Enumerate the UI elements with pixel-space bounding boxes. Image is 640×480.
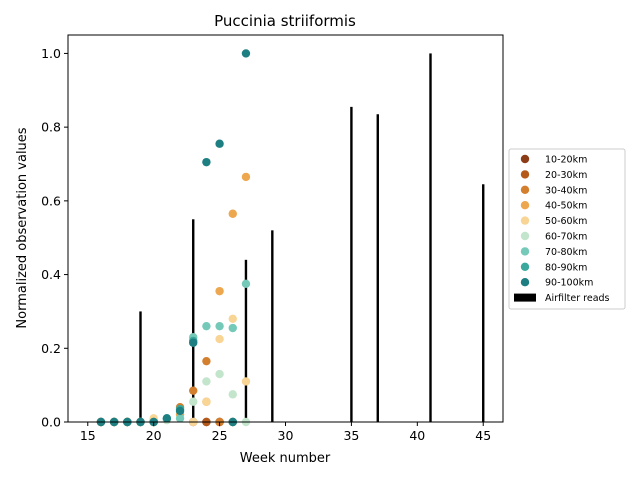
x-tick-label: 25 [212,428,228,443]
legend-marker [514,293,536,302]
data-point [241,172,251,182]
data-point [215,321,224,331]
data-point [228,323,237,333]
y-axis-label: Normalized observation values [15,127,30,328]
airfilter-bar [139,311,142,422]
x-tick-label: 30 [278,428,294,443]
legend-label: 50-60km [545,216,587,227]
data-point [241,377,251,386]
data-point [189,386,198,395]
data-point [241,279,251,288]
y-tick-label: 1.0 [41,46,61,61]
legend-marker [520,231,530,241]
legend-marker [520,201,530,210]
legend-frame [508,148,626,310]
legend-marker [520,278,530,287]
chart-title: Puccinia striiformis [214,12,356,30]
data-point [215,334,224,344]
airfilter-bar [244,259,248,422]
airfilter-bar [429,53,432,423]
x-tick-label: 40 [409,428,425,443]
airfilter-bars [139,53,485,423]
legend-label: 40-50km [545,201,587,212]
data-point [228,314,237,323]
airfilter-bar [271,230,274,422]
legend-label: 80-90km [545,262,587,273]
data-point [202,377,211,386]
legend-label: 90-100km [545,278,593,289]
data-point [202,356,211,366]
legend-marker [520,154,530,164]
legend-label: 20-30km [545,170,587,181]
data-point [215,286,224,296]
airfilter-bar [376,114,379,422]
legend-label: Airfilter reads [545,293,610,304]
data-points [96,49,251,427]
data-point [175,414,185,423]
legend-label: 30-40km [545,185,587,196]
y-tick-label: 0.4 [41,267,61,282]
data-point [175,406,185,416]
legend-label: 60-70km [545,232,587,243]
legend-marker [520,247,530,256]
data-point [189,338,198,347]
y-tick-label: 0.2 [41,341,61,356]
y-tick-label: 0.8 [41,120,61,135]
data-point [162,414,172,423]
x-tick-label: 20 [146,428,162,443]
legend: 10-20km 20-30km 30-40km 40-50km 50-60km 60-70… [508,148,626,310]
x-tick-label: 15 [80,428,96,443]
x-tick-label: 35 [343,428,359,443]
legend-marker [520,185,530,194]
y-axis: 0.0 0.2 0.4 0.6 0.8 1.0 [41,46,68,430]
y-tick-label: 0.0 [41,415,61,430]
legend-marker [520,262,530,271]
data-point [202,321,211,331]
plot-frame [67,34,504,423]
airfilter-bar [350,106,353,422]
legend-marker [520,216,530,225]
data-point [228,390,237,399]
data-point [189,397,198,406]
data-point [215,139,224,148]
x-tick-label: 45 [475,428,491,443]
legend-label: 70-80km [545,247,587,258]
data-point [202,397,211,406]
legend-label: 10-20km [545,155,587,166]
airfilter-bar [192,219,195,422]
data-point [202,157,211,167]
airfilter-bar [482,184,485,422]
data-point [228,209,237,218]
data-point [215,369,224,379]
x-axis: 15 20 25 30 35 40 45 [80,422,491,443]
y-tick-label: 0.6 [41,193,61,208]
legend-marker [520,170,530,179]
data-point [241,49,251,58]
x-axis-label: Week number [240,451,331,466]
